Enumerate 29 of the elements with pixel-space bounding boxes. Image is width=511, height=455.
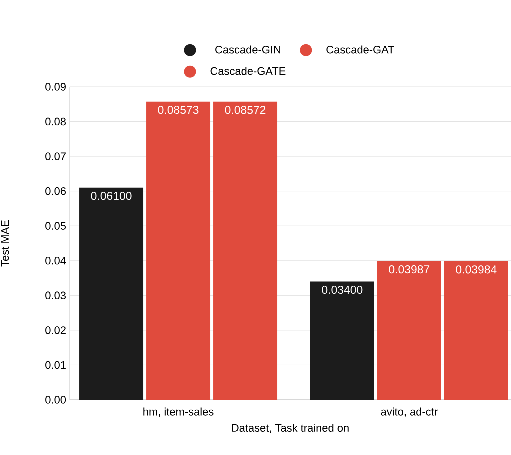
bar	[146, 102, 211, 400]
x-axis-title: Dataset, Task trained on	[232, 424, 349, 434]
data-label: 0.03987	[389, 266, 430, 274]
y-tick-label: 0.04	[46, 257, 66, 265]
data-label: 0.03984	[456, 266, 497, 274]
y-tick-label: 0.00	[46, 396, 66, 404]
y-tick-label: 0.09	[46, 83, 66, 91]
y-axis-title: Test MAE	[2, 220, 10, 267]
legend-label: Cascade-GATE	[210, 67, 286, 76]
bar	[444, 261, 508, 400]
y-tick-label: 0.03	[46, 292, 66, 300]
y-tick-label: 0.01	[46, 361, 66, 370]
data-label: 0.06100	[91, 192, 132, 200]
x-tick-label: avito, ad-ctr	[381, 408, 438, 418]
legend-label: Cascade-GAT	[326, 46, 395, 54]
bar	[80, 188, 144, 400]
bar	[377, 261, 442, 400]
data-label: 0.08572	[225, 106, 266, 114]
data-label: 0.08573	[158, 106, 199, 114]
bar	[214, 102, 278, 400]
y-tick-label: 0.02	[46, 326, 66, 334]
y-tick-label: 0.05	[46, 222, 66, 230]
legend-label: Cascade-GIN	[216, 46, 280, 54]
y-tick-label: 0.08	[46, 118, 66, 126]
x-tick-label: hm, item-sales	[144, 408, 214, 418]
y-tick-label: 0.06	[46, 187, 66, 196]
data-label: 0.03400	[322, 286, 363, 294]
y-tick-label: 0.07	[46, 152, 66, 160]
bar	[310, 282, 374, 400]
